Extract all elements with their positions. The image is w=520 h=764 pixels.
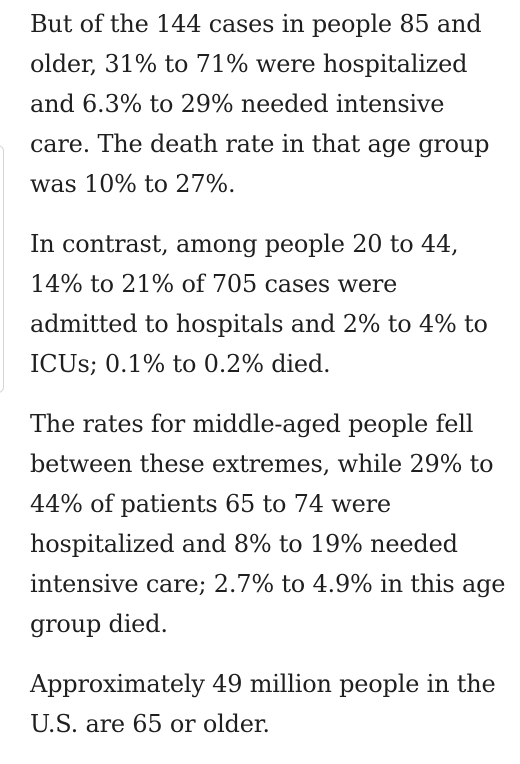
- paragraph: The rates for middle-aged people fell be…: [30, 410, 506, 638]
- paragraph: But of the 144 cases in people 85 and ol…: [30, 10, 490, 198]
- paragraph: In contrast, among people 20 to 44, 14% …: [30, 230, 488, 378]
- left-edge-handle: [0, 145, 4, 393]
- paragraph: Approximately 49 million people in the U…: [30, 670, 496, 738]
- article-body: But of the 144 cases in people 85 and ol…: [30, 4, 510, 764]
